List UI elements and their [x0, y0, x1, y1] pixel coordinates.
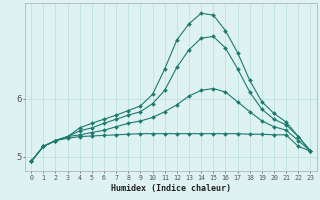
X-axis label: Humidex (Indice chaleur): Humidex (Indice chaleur)	[111, 184, 231, 193]
